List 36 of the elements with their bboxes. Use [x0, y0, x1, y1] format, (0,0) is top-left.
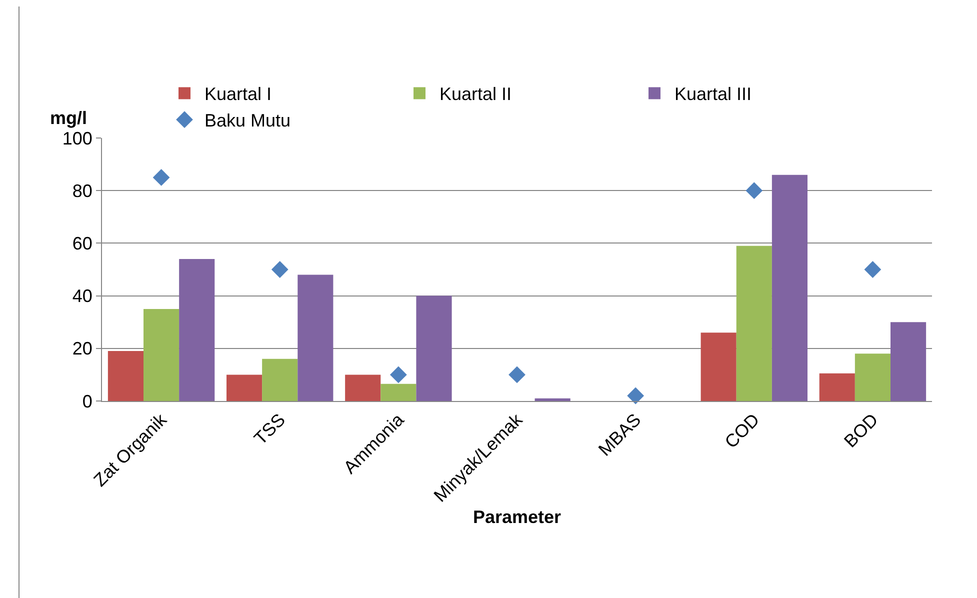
point: [627, 387, 644, 404]
bar: [819, 373, 855, 401]
x-tick-label: TSS: [250, 410, 290, 449]
y-tick-label: 0: [82, 391, 92, 412]
point: [390, 366, 407, 384]
legend-label: Kuartal I: [204, 84, 272, 104]
bar: [772, 174, 808, 401]
bar: [179, 258, 215, 401]
bar: [416, 296, 452, 401]
y-tick-label: 20: [72, 338, 92, 359]
point: [508, 366, 526, 384]
y-tick-label: 60: [72, 234, 92, 254]
x-axis-title: Parameter: [472, 506, 562, 527]
legend-label: Kuartal II: [440, 84, 512, 104]
bar: [226, 374, 262, 401]
y-tick-label: 40: [72, 286, 92, 306]
legend-label: Kuartal III: [674, 84, 752, 104]
bar: [108, 351, 144, 401]
point: [746, 182, 763, 200]
bar: [262, 358, 298, 401]
bar: [700, 332, 736, 401]
bar: [736, 246, 772, 401]
y-tick-label: 100: [62, 128, 92, 148]
point: [152, 169, 170, 186]
bar: [298, 274, 334, 401]
bar: [345, 374, 381, 401]
point: [864, 261, 882, 278]
point: [271, 261, 288, 278]
bar: [380, 384, 416, 401]
bar: [144, 308, 180, 401]
bar: [534, 398, 570, 401]
legend-label: Baku Mutu: [204, 110, 291, 131]
bar: [890, 322, 926, 401]
y-tick-label: 80: [72, 180, 92, 201]
bar: [854, 354, 890, 401]
y-axis-title: mg/l: [50, 108, 88, 128]
